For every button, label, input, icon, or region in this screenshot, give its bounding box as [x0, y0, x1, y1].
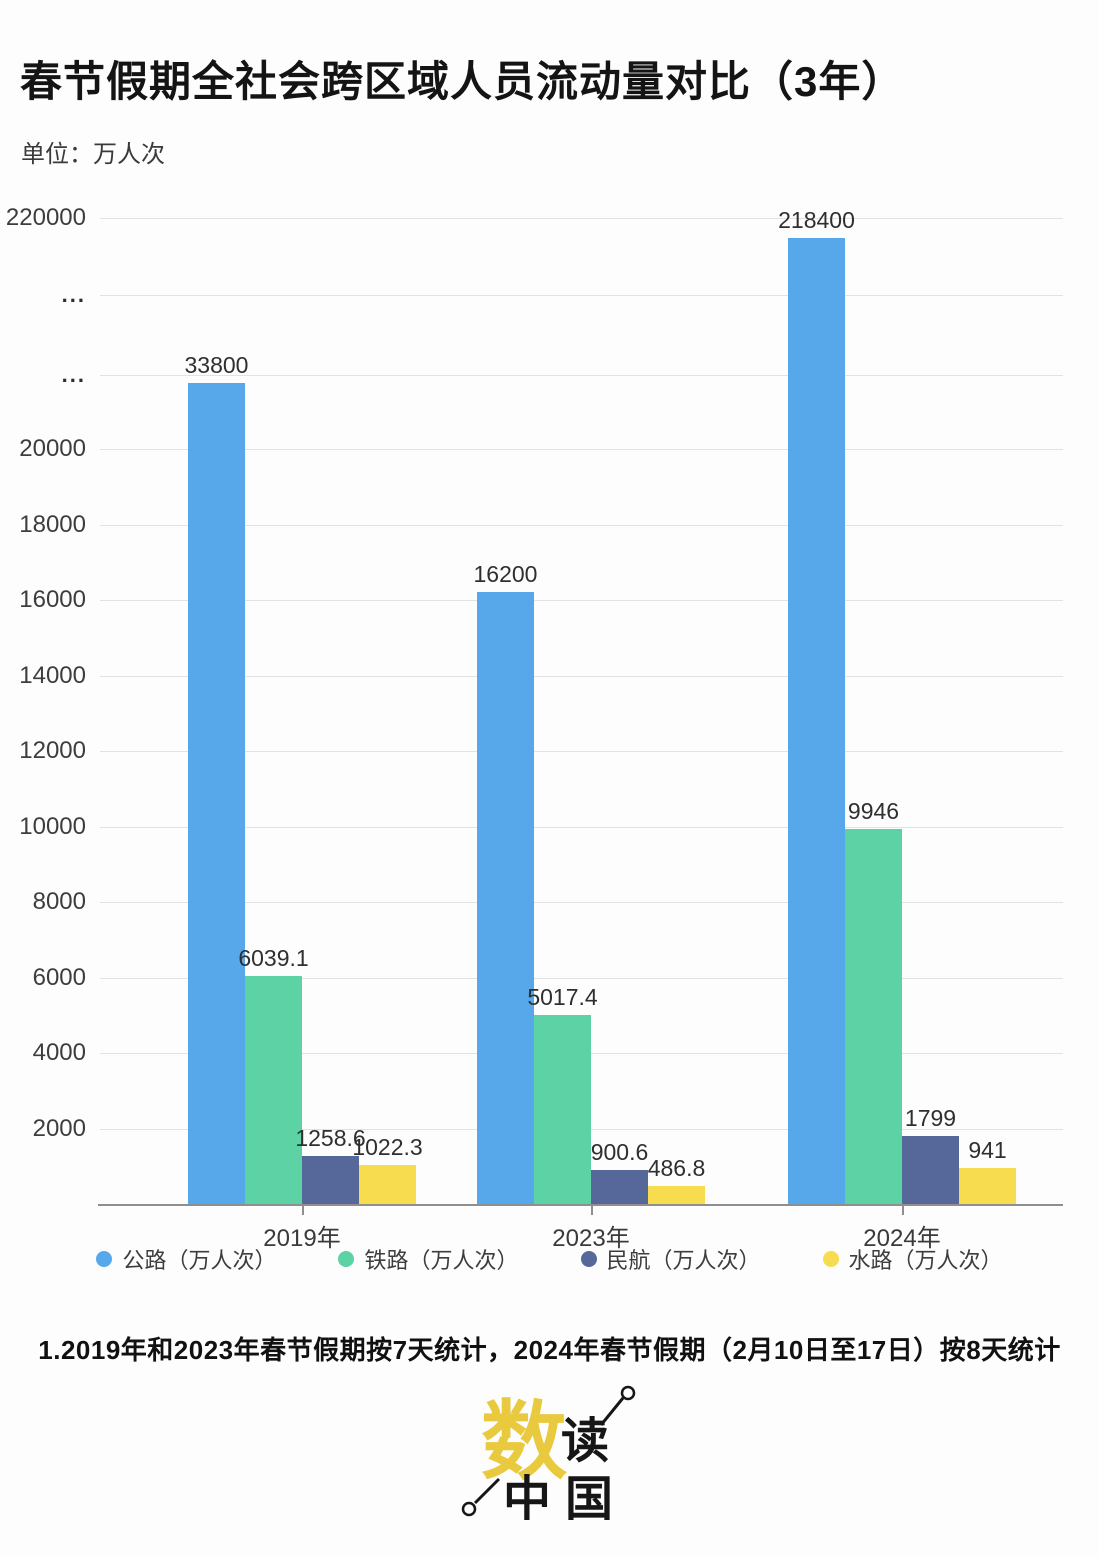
- bar-value-label: 486.8: [647, 1154, 706, 1181]
- y-axis-tick-label: 8000: [32, 888, 86, 915]
- x-axis-tick: [902, 1206, 904, 1215]
- gridline: [100, 449, 1063, 450]
- legend-label: 铁路（万人次）: [364, 1248, 519, 1273]
- gridline: [100, 218, 1063, 219]
- gridline: [100, 751, 1063, 752]
- legend-dot-icon: [338, 1251, 355, 1267]
- bar-waterway-2023: [648, 1185, 705, 1204]
- bar-railway-2019: [245, 976, 302, 1204]
- bar-railway-2023: [534, 1014, 591, 1204]
- bar-railway-2024: [845, 828, 902, 1204]
- bar-value-label: 941: [968, 1137, 1007, 1164]
- legend-label: 民航（万人次）: [606, 1248, 761, 1273]
- bar-value-label: 1258.6: [295, 1125, 366, 1152]
- x-axis-category-label: 2019年: [263, 1225, 341, 1252]
- y-axis-tick-label: 14000: [19, 662, 86, 689]
- bar-value-label: 16200: [473, 561, 538, 588]
- footnote: 1.2019年和2023年春节假期按7天统计，2024年春节假期（2月10日至1…: [38, 1335, 1061, 1365]
- unit-label: 单位：万人次: [21, 141, 165, 168]
- bar-value-label: 1022.3: [352, 1134, 423, 1161]
- logo-pin-icon: [461, 1385, 636, 1517]
- legend-item-civil-aviation: 民航（万人次）: [580, 1243, 761, 1275]
- bar-value-label: 9946: [847, 797, 900, 824]
- gridline: [100, 295, 1063, 296]
- bar-value-label: 218400: [778, 207, 855, 233]
- legend-dot-icon: [580, 1251, 597, 1267]
- x-axis-tick: [591, 1206, 593, 1215]
- brand-logo: 数 读 中国: [455, 1383, 695, 1548]
- legend-label: 水路（万人次）: [848, 1248, 1003, 1273]
- y-axis-tick-label: 10000: [19, 813, 86, 840]
- gridline: [100, 600, 1063, 601]
- bar-waterway-2024: [959, 1168, 1016, 1204]
- legend-dot-icon: [822, 1251, 839, 1267]
- bar-value-label: 900.6: [590, 1139, 649, 1165]
- bar-value-label: 5017.4: [527, 983, 598, 1010]
- legend-label: 公路（万人次）: [122, 1248, 277, 1273]
- y-axis-tick-label: 16000: [19, 586, 86, 613]
- y-axis-tick-label: 18000: [19, 511, 86, 538]
- bar-highway-2023: [477, 592, 534, 1204]
- bar-value-label: 1799: [904, 1105, 957, 1132]
- y-axis-tick-label: ...: [61, 282, 86, 307]
- x-axis-category-label: 2024年: [863, 1225, 941, 1252]
- page-title: 春节假期全社会跨区域人员流动量对比（3年）: [20, 58, 905, 105]
- logo-char-main: 数: [481, 1391, 567, 1492]
- chart-legend: 公路（万人次） 铁路（万人次） 民航（万人次） 水路（万人次）: [0, 1243, 1099, 1275]
- logo-char-second: 读: [561, 1413, 610, 1469]
- bar-value-label: 33800: [184, 352, 249, 378]
- gridline: [100, 375, 1063, 376]
- x-axis-tick: [302, 1206, 304, 1215]
- y-axis-tick-label: 4000: [32, 1039, 86, 1066]
- gridline: [100, 676, 1063, 677]
- y-axis-tick-label: 12000: [19, 737, 86, 764]
- y-axis-tick-label: ...: [61, 362, 86, 387]
- legend-dot-icon: [96, 1251, 113, 1267]
- bar-civil-aviation-2024: [902, 1136, 959, 1204]
- gridline: [100, 827, 1063, 828]
- bar-value-label: 6039.1: [238, 945, 309, 972]
- legend-item-highway: 公路（万人次）: [96, 1243, 276, 1275]
- gridline: [100, 978, 1063, 979]
- gridline: [100, 902, 1063, 903]
- y-axis-tick-label: 220000: [5, 204, 86, 231]
- bar-waterway-2019: [359, 1165, 416, 1204]
- y-axis-tick-label: 6000: [32, 964, 86, 991]
- bar-civil-aviation-2019: [302, 1156, 359, 1204]
- bar-highway-2019: [188, 383, 245, 1204]
- y-axis-tick-label: 20000: [19, 435, 86, 462]
- legend-item-railway: 铁路（万人次）: [338, 1243, 519, 1275]
- bar-civil-aviation-2023: [591, 1170, 648, 1204]
- gridline: [100, 525, 1063, 526]
- legend-item-waterway: 水路（万人次）: [822, 1243, 1003, 1275]
- logo-char-bottom: 中国: [503, 1471, 628, 1527]
- bar-highway-2024: [788, 238, 845, 1204]
- x-axis-category-label: 2023年: [552, 1225, 630, 1252]
- x-axis-line: [98, 1204, 1063, 1206]
- y-axis-tick-label: 2000: [32, 1115, 86, 1142]
